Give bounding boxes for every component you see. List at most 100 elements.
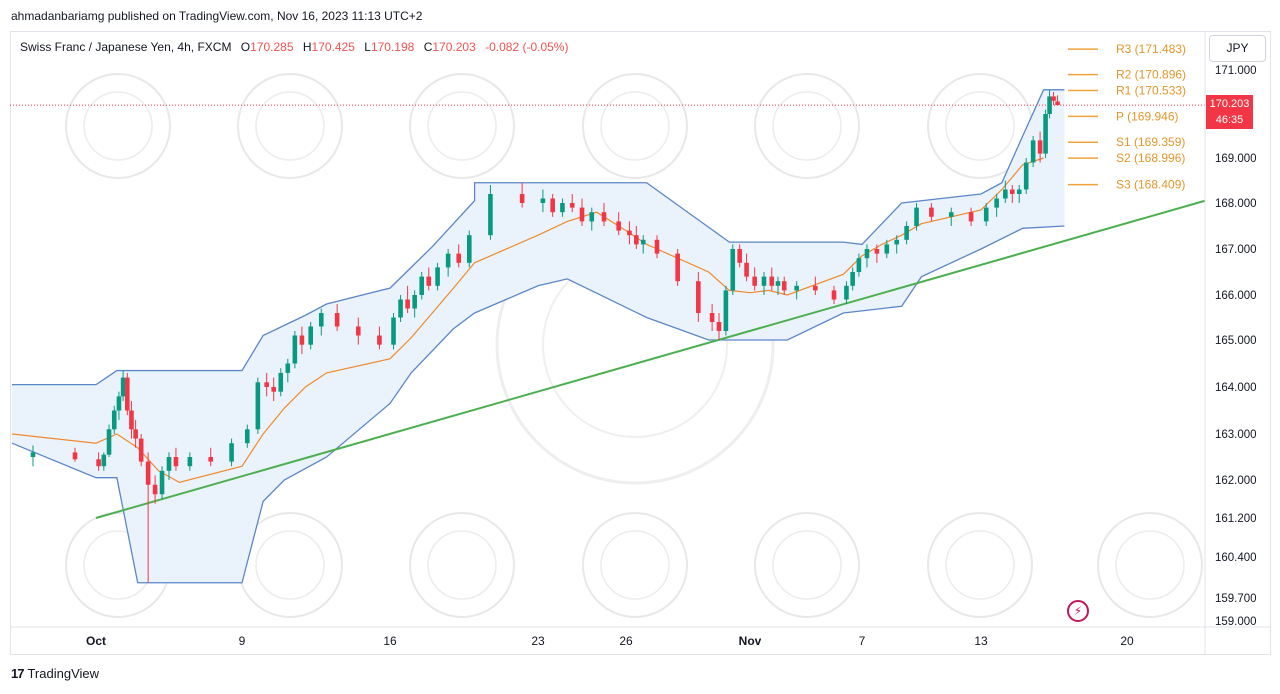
watermark-seal-ring [409, 512, 515, 618]
change-value: -0.082 (-0.05%) [485, 40, 569, 54]
candle-body [278, 372, 284, 392]
candle-body [30, 452, 36, 457]
currency-button[interactable]: JPY [1209, 35, 1266, 62]
candle-body [769, 276, 775, 286]
candle-body [1043, 114, 1048, 154]
high-label: H [302, 40, 312, 54]
candle-body [929, 207, 934, 217]
candle-body [299, 335, 305, 345]
lightning-icon[interactable]: ⚡ [1067, 600, 1089, 622]
y-tick-label: 168.000 [1215, 198, 1257, 210]
x-tick-label: 26 [619, 634, 633, 648]
open-label: O [240, 40, 251, 54]
candle-body [120, 377, 126, 397]
candle-body [709, 313, 715, 322]
pivot-label-r3: R3 (171.483) [1116, 42, 1186, 56]
candle-body [654, 239, 660, 254]
candle-body [466, 235, 472, 263]
watermark-seal-ring [754, 512, 860, 618]
candle-body [159, 470, 165, 495]
candle-body [264, 382, 269, 387]
watermark-seal-inner [255, 91, 325, 161]
tradingview-logo[interactable]: 17 TradingView [11, 666, 99, 681]
candle-body [744, 262, 749, 277]
candle-body [874, 249, 880, 254]
candle-body [844, 285, 849, 300]
close-label: C [423, 40, 433, 54]
channel-fill [12, 89, 1065, 583]
y-tick-label: 159.000 [1215, 616, 1257, 628]
candle-body [145, 461, 151, 485]
candle-body [133, 429, 138, 439]
candle-body [412, 295, 417, 309]
candle-body [72, 452, 78, 460]
publish-info: ahmadanbariamg published on TradingView.… [11, 9, 423, 23]
y-tick-label: 169.000 [1215, 153, 1257, 165]
candle-body [96, 459, 101, 467]
candle-body [208, 457, 214, 462]
candle-body [101, 454, 107, 467]
candle-body [391, 317, 396, 345]
close-value: 170.203 [432, 40, 476, 54]
watermark-seal-inner [772, 91, 842, 161]
candle-body [983, 207, 989, 222]
watermark-seal-inner [83, 91, 153, 161]
candle-body [831, 290, 837, 300]
candle-body [794, 285, 799, 291]
watermark-seal-inner [600, 91, 670, 161]
candle-body [229, 443, 234, 462]
candle-body [968, 212, 974, 222]
watermark-seal-inner [600, 530, 670, 600]
watermark-seal-inner [945, 91, 1015, 161]
candle-body [271, 387, 277, 392]
candle-body [904, 226, 909, 240]
candle-body [187, 457, 193, 467]
chart-frame[interactable] [10, 31, 1271, 655]
candle-body [761, 276, 767, 286]
candle-body [675, 253, 680, 282]
candle-body [716, 322, 722, 331]
candle-body [419, 276, 425, 295]
candle-body [308, 326, 314, 345]
watermark-seal-inner [427, 91, 497, 161]
y-tick-label: 171.000 [1215, 65, 1257, 77]
channel-upper-line [12, 89, 1065, 386]
candle-body [334, 313, 340, 327]
candle-body [640, 239, 646, 245]
candle-body [426, 276, 432, 286]
candle-body [813, 285, 818, 291]
x-tick-label: 20 [1120, 634, 1134, 648]
candle-body [435, 267, 440, 286]
candle-body [124, 377, 130, 411]
last-price-value: 170.203 [1209, 98, 1250, 110]
low-label: L [364, 40, 371, 54]
watermark-seal-ring [237, 73, 343, 179]
candle-body [138, 438, 144, 462]
watermark-seal-ring [927, 512, 1033, 618]
candle-body [579, 207, 585, 222]
candle-body [398, 299, 403, 318]
bar-countdown: 46:35 [1215, 114, 1244, 126]
y-tick-label: 163.000 [1215, 429, 1257, 441]
candle-body [1016, 189, 1022, 194]
watermark-seal-inner [772, 530, 842, 600]
y-tick-label: 161.200 [1215, 513, 1257, 525]
candle-body [166, 457, 172, 471]
symbol-title[interactable]: Swiss Franc / Japanese Yen, 4h, FXCM [20, 40, 232, 54]
candle-body [864, 249, 870, 259]
watermark-seal-inner [945, 530, 1015, 600]
candle-body [285, 363, 291, 373]
candle-body [730, 249, 736, 291]
high-value: 170.425 [311, 40, 355, 54]
candle-body [634, 235, 639, 245]
x-tick-label: Nov [739, 634, 762, 648]
candle-body [106, 429, 112, 455]
pivot-label-p: P (169.946) [1116, 109, 1179, 123]
watermark-seal-ring [582, 73, 688, 179]
candle-body [355, 326, 361, 336]
tradingview-logo-icon: 17 [11, 666, 25, 681]
y-tick-label: 167.000 [1215, 244, 1257, 256]
candle-body [1047, 96, 1052, 114]
watermark-seal-inner [427, 530, 497, 600]
